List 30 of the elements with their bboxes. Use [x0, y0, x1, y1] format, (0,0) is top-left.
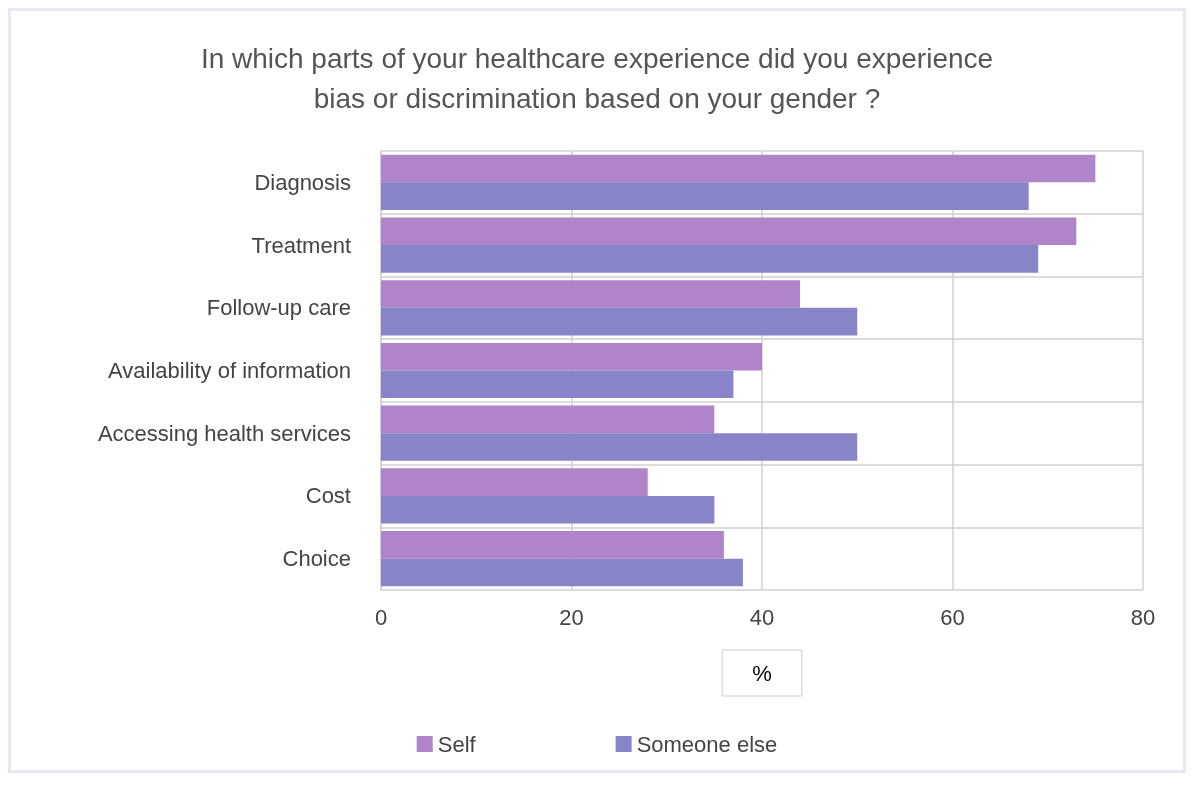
- bar: [381, 307, 858, 336]
- x-tick-label: 60: [940, 604, 965, 630]
- legend-label: Someone else: [636, 731, 778, 757]
- chart-title: In which parts of your healthcare experience did you experience bias or discrimination based on your gender ?: [200, 42, 994, 114]
- y-tick-label: Cost: [305, 483, 351, 509]
- x-tick-label: 80: [1130, 604, 1156, 630]
- bar: [381, 245, 1039, 273]
- bar: [381, 433, 858, 461]
- y-tick-label: Diagnosis: [254, 169, 351, 195]
- x-tick-label: 0: [374, 604, 388, 630]
- bar: [381, 558, 743, 587]
- bar: [381, 342, 762, 371]
- bar: [381, 531, 724, 559]
- bar: [381, 405, 715, 434]
- bar: [381, 154, 1096, 183]
- bar: [381, 370, 734, 399]
- y-tick-label: Availability of information: [108, 358, 351, 383]
- x-tick-label: 20: [559, 604, 584, 630]
- bar: [381, 182, 1029, 210]
- y-tick-label: Choice: [282, 546, 351, 572]
- bar: [381, 495, 715, 524]
- y-tick-label: Follow-up care: [206, 295, 351, 321]
- bar: [381, 280, 801, 308]
- x-axis-title: %: [752, 660, 772, 686]
- bar: [381, 217, 1077, 246]
- y-tick-label: Treatment: [251, 232, 351, 258]
- y-tick-label: Accessing health services: [97, 420, 351, 446]
- bar: [381, 468, 648, 496]
- legend-label: Self: [437, 731, 477, 757]
- x-tick-label: 40: [749, 604, 775, 630]
